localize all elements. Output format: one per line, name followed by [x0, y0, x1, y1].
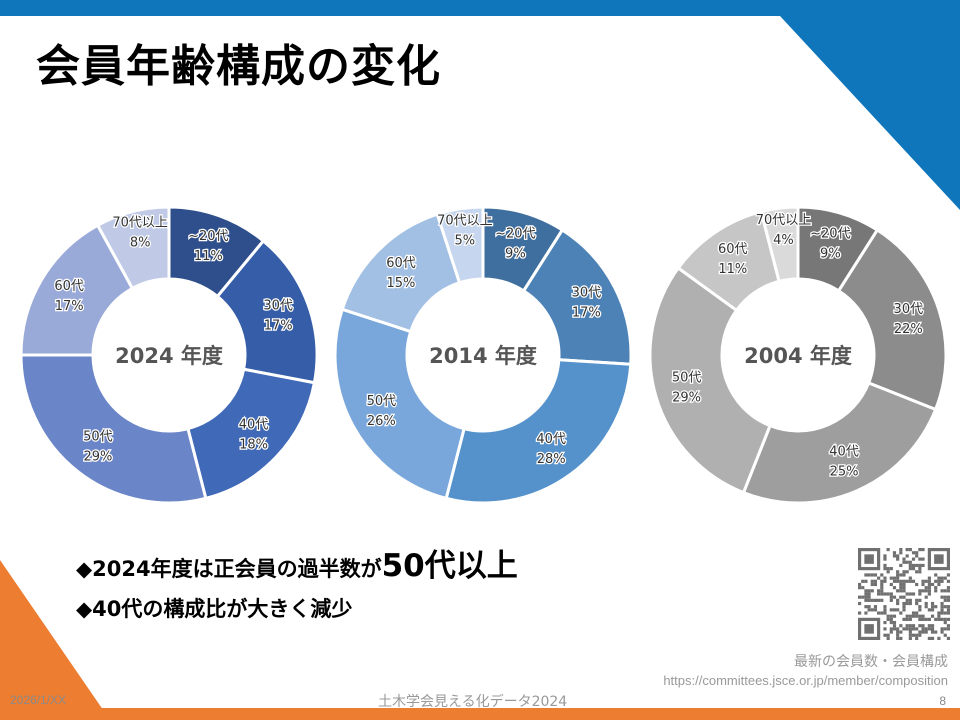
- slice-category-label: 40代: [239, 417, 269, 432]
- slice-category-label: 50代: [672, 370, 702, 385]
- slice-value-label: 26%: [367, 414, 396, 429]
- donut-slice: [333, 307, 466, 501]
- donut-chart-2014: ~20代9%30代17%40代28%50代26%60代15%70代以上5%201…: [333, 205, 633, 505]
- donut-slice: [648, 265, 772, 495]
- source-label: 最新の会員数・会員構成: [794, 654, 948, 670]
- slice-label: ~20代 11%: [187, 228, 230, 265]
- page-number: 8: [939, 694, 946, 708]
- bullet-40s-decrease: ◆40代の構成比が大きく減少: [76, 593, 518, 623]
- donut-slice: [836, 227, 948, 412]
- bullet-emphasis: 50代以上: [381, 548, 518, 584]
- slice-value-label: 29%: [672, 390, 701, 405]
- footer-date: 2026/1/XX: [10, 693, 67, 707]
- slice-category-label: 30代: [263, 299, 293, 314]
- chart-center-title: 2014 年度: [429, 344, 537, 368]
- slice-label: ~20代 9%: [809, 225, 852, 263]
- slice-category-label: 70代以上: [756, 213, 812, 228]
- slice-category-label: 40代: [829, 444, 859, 459]
- slice-value-label: 15%: [387, 276, 416, 291]
- slice-value-label: 17%: [55, 299, 84, 314]
- slice-category-label: 70代以上: [437, 213, 493, 228]
- slice-category-label: ~20代: [188, 229, 228, 244]
- slice-value-label: 17%: [572, 305, 601, 320]
- slice-category-label: 60代: [386, 256, 416, 271]
- slice-value-label: 17%: [264, 319, 293, 334]
- donut-slice: [186, 367, 317, 501]
- slice-label: ~20代 9%: [494, 225, 537, 263]
- slice-label: 70代以上 4%: [754, 212, 812, 250]
- slice-category-label: 50代: [367, 394, 397, 409]
- top-right-decoration: [780, 0, 960, 210]
- slice-value-label: 9%: [505, 247, 526, 262]
- slice-value-label: 9%: [820, 247, 841, 262]
- slice-label: 70代以上 8%: [111, 214, 169, 252]
- donut-chart-2004: ~20代9%30代22%40代25%50代29%60代11%70代以上4%200…: [648, 205, 948, 505]
- slice-category-label: 40代: [536, 432, 566, 447]
- bottom-accent-bar: [0, 708, 960, 720]
- donut-slice: [19, 353, 208, 505]
- slice-value-label: 25%: [830, 464, 859, 479]
- slice-category-label: 70代以上: [112, 216, 168, 231]
- slice-value-label: 11%: [718, 262, 747, 277]
- slice-value-label: 4%: [773, 233, 794, 248]
- slice-label: 70代以上 5%: [436, 212, 494, 250]
- slide-title: 会員年齢構成の変化: [36, 41, 441, 92]
- slice-category-label: 30代: [894, 302, 924, 317]
- slice-category-label: 60代: [54, 279, 84, 294]
- slice-category-label: 30代: [572, 285, 602, 300]
- slice-value-label: 28%: [537, 452, 566, 467]
- slice-category-label: ~20代: [810, 227, 850, 242]
- slice-value-label: 8%: [130, 236, 151, 251]
- footer-title: 土木学会見える化データ2024: [378, 694, 568, 710]
- donut-slice: [444, 358, 633, 505]
- top-accent-bar: [0, 0, 960, 16]
- donut-chart-2024: ~20代11%30代17%40代18%50代29%60代17%70代以上8%20…: [19, 205, 319, 505]
- donut-slice: [759, 205, 800, 284]
- bullet-text: ◆40代の構成比が大きく減少: [76, 597, 353, 621]
- chart-center-title: 2004 年度: [744, 344, 852, 368]
- bottom-left-decoration: [0, 560, 110, 720]
- bullet-text: ◆2024年度は正会員の過半数が: [76, 557, 382, 581]
- slice-value-label: 11%: [194, 249, 223, 264]
- slice-value-label: 22%: [894, 322, 923, 337]
- slice-value-label: 18%: [239, 437, 268, 452]
- donut-slice: [435, 205, 485, 285]
- donut-slice: [741, 381, 938, 505]
- slice-value-label: 5%: [455, 233, 476, 248]
- slice-category-label: ~20代: [495, 227, 535, 242]
- summary-bullets: ◆2024年度は正会員の過半数が50代以上 ◆40代の構成比が大きく減少: [76, 540, 518, 631]
- slice-category-label: 60代: [718, 242, 748, 257]
- slice-value-label: 29%: [83, 450, 112, 465]
- chart-center-title: 2024 年度: [115, 344, 223, 368]
- donut-slice: [95, 205, 171, 291]
- qr-code[interactable]: [858, 548, 950, 640]
- slice-category-label: 50代: [83, 430, 113, 445]
- source-url-link[interactable]: https://committees.jsce.or.jp/member/com…: [663, 673, 948, 688]
- bullet-majority-50s: ◆2024年度は正会員の過半数が50代以上: [76, 540, 518, 585]
